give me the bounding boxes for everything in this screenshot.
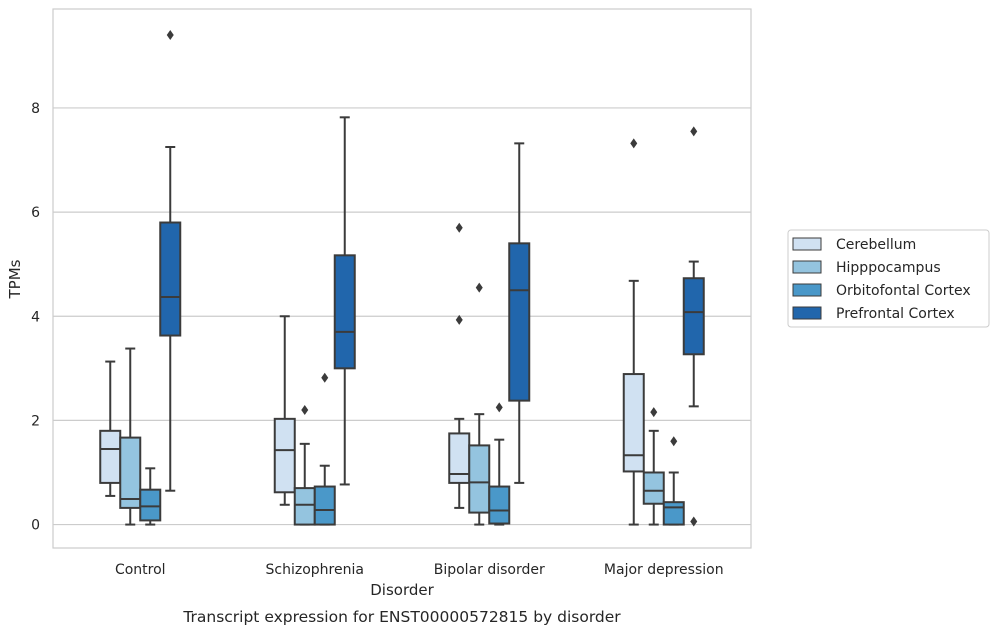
outlier-marker [321, 372, 329, 383]
box-iqr [488, 485, 511, 525]
legend-swatch [792, 306, 822, 320]
outlier-marker [690, 516, 698, 527]
legend-swatch [792, 237, 822, 251]
box-group [273, 315, 296, 506]
box-iqr [159, 221, 182, 337]
outlier-marker [301, 404, 309, 415]
y-axis-ticks: 0 2 4 6 8 [31, 101, 40, 534]
outlier-marker [690, 126, 698, 137]
boxes-layer [99, 30, 705, 527]
box-group [313, 372, 336, 526]
box-iqr [99, 429, 122, 484]
box-group [139, 467, 162, 526]
outlier-marker [166, 30, 174, 41]
plot-area-frame [52, 8, 752, 549]
legend-label: Cerebellum [836, 237, 916, 253]
legend: Cerebellum Hipppocampus Orbitofontal Corte… [787, 229, 990, 328]
legend-label: Hipppocampus [836, 260, 941, 276]
box-iqr [139, 488, 162, 522]
outlier-marker [455, 314, 463, 325]
box-iqr [468, 444, 491, 514]
box-iqr [448, 432, 471, 484]
box-iqr [273, 417, 296, 494]
box-iqr [682, 277, 705, 356]
box-group [488, 402, 511, 526]
box-group [333, 116, 356, 486]
x-category-label: Major depression [604, 562, 724, 578]
box-group [468, 282, 491, 526]
x-category-label: Bipolar disorder [434, 562, 545, 578]
outlier-marker [670, 436, 678, 447]
box-iqr [313, 485, 336, 526]
legend-label: Prefrontal Cortex [836, 306, 955, 322]
legend-swatch [792, 260, 822, 274]
box-group [642, 407, 665, 526]
box-iqr [119, 436, 142, 509]
figure-caption: Transcript expression for ENST0000057281… [182, 608, 621, 626]
y-tick-label: 8 [31, 101, 40, 117]
box-group [119, 347, 142, 526]
box-group [662, 436, 685, 526]
box-group [159, 30, 182, 492]
box-group [293, 404, 316, 526]
y-axis-label: TPMs [6, 259, 24, 299]
legend-swatch [792, 283, 822, 297]
grid-lines [53, 107, 751, 526]
box-iqr [662, 501, 685, 526]
box-iqr [642, 471, 665, 505]
y-tick-label: 6 [31, 205, 40, 221]
x-axis-label: Disorder [370, 581, 434, 599]
box-group [448, 222, 471, 509]
x-category-label: Schizophrenia [266, 562, 364, 578]
box-iqr [622, 373, 645, 473]
y-tick-label: 0 [31, 518, 40, 534]
box-group [99, 360, 122, 497]
box-group [682, 126, 705, 527]
outlier-marker [475, 282, 483, 293]
y-tick-label: 2 [31, 413, 40, 429]
legend-frame [787, 229, 990, 328]
y-tick-label: 4 [31, 309, 40, 325]
x-axis-categories: Control Schizophrenia Bipolar disorder Majo… [115, 562, 724, 578]
box-iqr [293, 487, 316, 526]
outlier-marker [630, 138, 638, 149]
box-iqr [508, 242, 531, 402]
outlier-marker [455, 222, 463, 233]
outlier-marker [495, 402, 503, 413]
outlier-marker [650, 407, 658, 418]
box-group [622, 138, 645, 526]
box-group [508, 142, 531, 484]
box-iqr [333, 254, 356, 370]
x-category-label: Control [115, 562, 166, 578]
legend-label: Orbitofontal Cortex [836, 283, 971, 299]
